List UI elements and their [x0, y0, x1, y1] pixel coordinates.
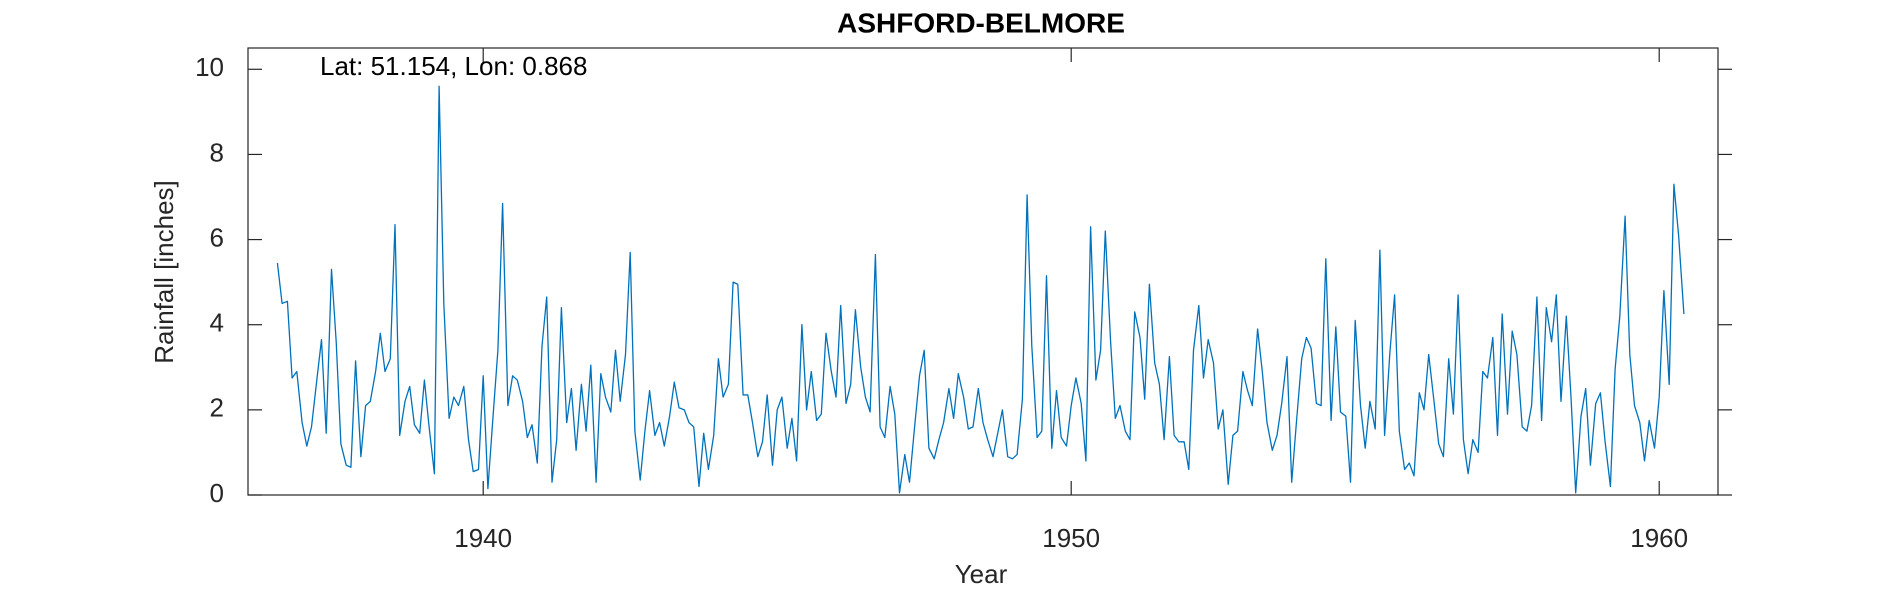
- y-tick-label: 2: [210, 393, 224, 423]
- y-tick-label: 6: [210, 222, 224, 252]
- x-tick-label: 1950: [1042, 523, 1100, 553]
- x-axis-label: Year: [955, 559, 1008, 589]
- y-axis-label: Rainfall [inches]: [149, 180, 179, 364]
- y-tick-label: 0: [210, 478, 224, 508]
- x-tick-label: 1940: [454, 523, 512, 553]
- data-line: [276, 85, 1685, 494]
- plot-frame: [247, 47, 1719, 496]
- y-tick-label: 4: [210, 308, 224, 338]
- chart-title: ASHFORD-BELMORE: [837, 7, 1125, 38]
- y-tick-label: 8: [210, 137, 224, 167]
- x-tick-label: 1960: [1630, 523, 1688, 553]
- annotation: Lat: 51.154, Lon: 0.868: [320, 51, 587, 81]
- y-tick-label: 10: [195, 52, 224, 82]
